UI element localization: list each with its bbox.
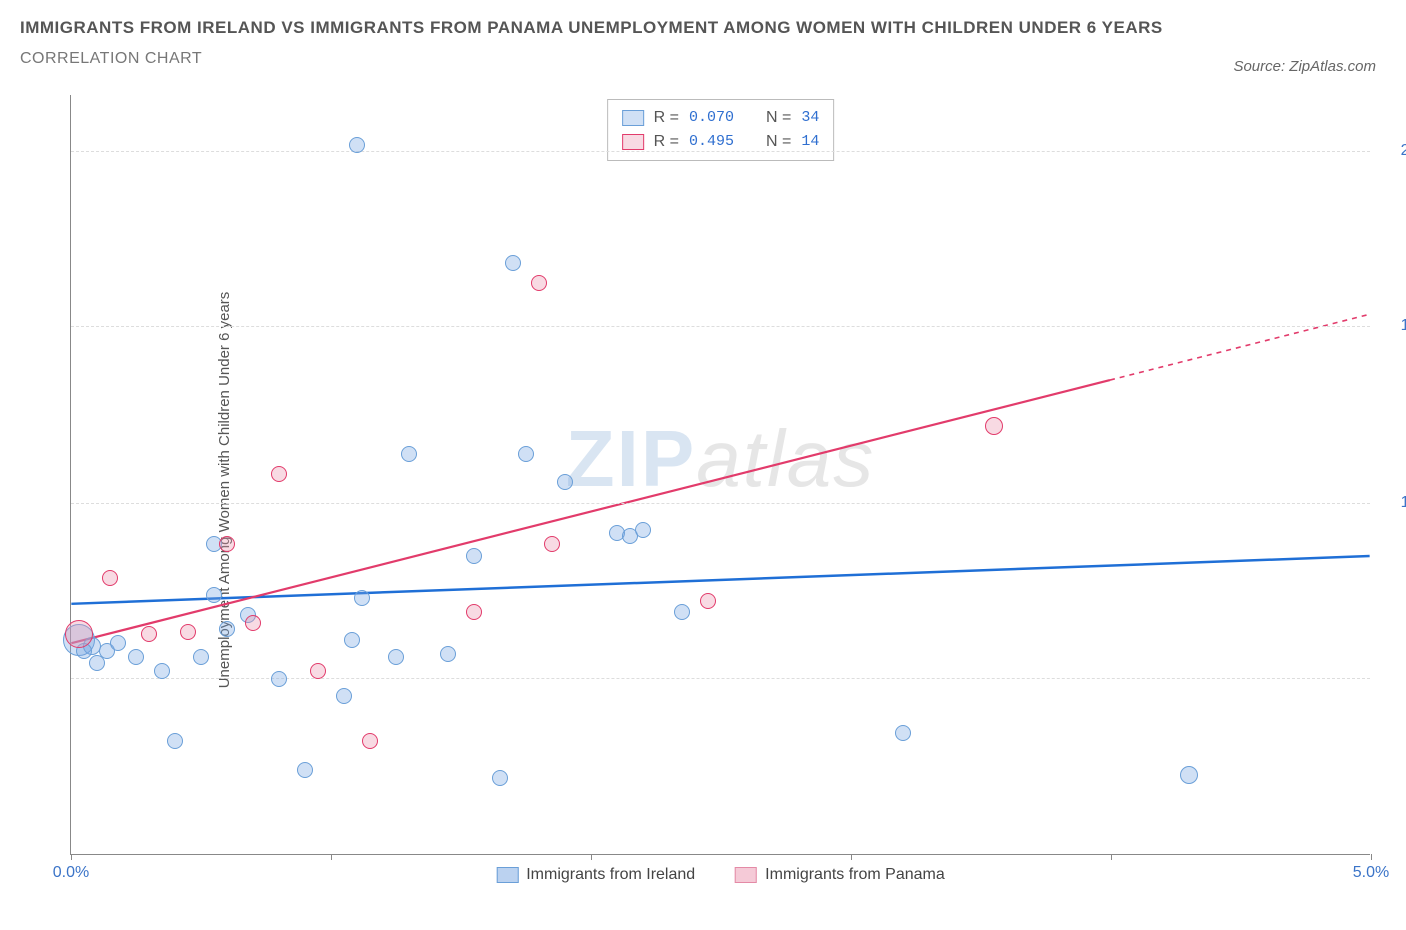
scatter-point — [895, 725, 911, 741]
plot-area: ZIPatlas R =0.070N =34R =0.495N =14 Immi… — [70, 95, 1370, 855]
chart-title-line1: IMMIGRANTS FROM IRELAND VS IMMIGRANTS FR… — [20, 18, 1386, 38]
x-tick-mark — [331, 854, 332, 860]
scatter-point — [219, 621, 235, 637]
scatter-point — [635, 522, 651, 538]
scatter-point — [271, 466, 287, 482]
scatter-point — [336, 688, 352, 704]
x-tick-mark — [71, 854, 72, 860]
scatter-point — [349, 137, 365, 153]
y-tick-label: 18.8% — [1401, 317, 1406, 335]
scatter-point — [271, 671, 287, 687]
scatter-point — [985, 417, 1003, 435]
y-tick-label: 25.0% — [1401, 142, 1406, 160]
scatter-point — [297, 762, 313, 778]
scatter-point — [544, 536, 560, 552]
x-tick-label: 5.0% — [1353, 864, 1389, 882]
x-tick-mark — [851, 854, 852, 860]
series-legend: Immigrants from Ireland Immigrants from P… — [496, 866, 945, 884]
r-value: 0.070 — [689, 107, 734, 130]
gridline-h — [71, 678, 1370, 679]
scatter-point — [518, 446, 534, 462]
legend-item: Immigrants from Panama — [735, 866, 945, 884]
scatter-point — [219, 536, 235, 552]
scatter-point — [193, 649, 209, 665]
scatter-point — [154, 663, 170, 679]
scatter-point — [206, 587, 222, 603]
scatter-point — [674, 604, 690, 620]
legend-item: Immigrants from Ireland — [496, 866, 695, 884]
scatter-point — [245, 615, 261, 631]
trend-lines — [71, 95, 1370, 854]
gridline-h — [71, 326, 1370, 327]
n-label: N = — [766, 106, 791, 130]
chart-title-line2: CORRELATION CHART — [20, 50, 1386, 68]
scatter-point — [110, 635, 126, 651]
scatter-point — [492, 770, 508, 786]
scatter-point — [180, 624, 196, 640]
x-tick-label: 0.0% — [53, 864, 89, 882]
n-value: 34 — [801, 107, 819, 130]
scatter-point — [466, 548, 482, 564]
r-value: 0.495 — [689, 131, 734, 154]
chart-container: Unemployment Among Women with Children U… — [60, 95, 1380, 885]
scatter-point — [401, 446, 417, 462]
scatter-point — [466, 604, 482, 620]
scatter-point — [700, 593, 716, 609]
scatter-point — [505, 255, 521, 271]
scatter-point — [89, 655, 105, 671]
scatter-point — [354, 590, 370, 606]
x-tick-mark — [591, 854, 592, 860]
scatter-point — [362, 733, 378, 749]
y-tick-label: 12.5% — [1401, 494, 1406, 512]
legend-swatch — [622, 134, 644, 150]
scatter-point — [1180, 766, 1198, 784]
legend-label: Immigrants from Ireland — [526, 866, 695, 884]
x-tick-mark — [1371, 854, 1372, 860]
scatter-point — [310, 663, 326, 679]
scatter-point — [388, 649, 404, 665]
scatter-point — [128, 649, 144, 665]
source-label: Source: ZipAtlas.com — [1233, 58, 1376, 75]
scatter-point — [557, 474, 573, 490]
r-label: R = — [654, 106, 679, 130]
n-value: 14 — [801, 131, 819, 154]
legend-swatch — [735, 867, 757, 883]
gridline-h — [71, 151, 1370, 152]
scatter-point — [344, 632, 360, 648]
scatter-point — [65, 620, 93, 648]
x-tick-mark — [1111, 854, 1112, 860]
legend-swatch — [622, 110, 644, 126]
legend-swatch — [496, 867, 518, 883]
scatter-point — [141, 626, 157, 642]
scatter-point — [440, 646, 456, 662]
scatter-point — [102, 570, 118, 586]
legend-row: R = 0.070 N = 34 — [622, 106, 820, 130]
scatter-point — [167, 733, 183, 749]
gridline-h — [71, 503, 1370, 504]
scatter-point — [531, 275, 547, 291]
legend-label: Immigrants from Panama — [765, 866, 945, 884]
